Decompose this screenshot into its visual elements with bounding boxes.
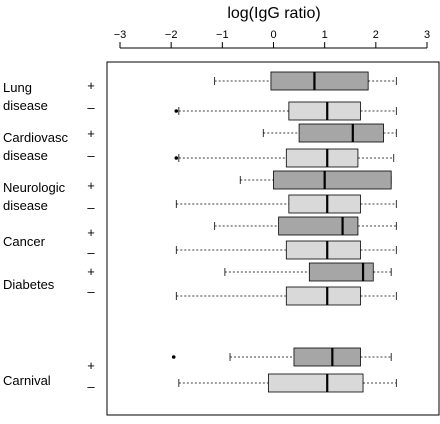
x-tick-label: 2 bbox=[373, 29, 379, 41]
row-sign-label: – bbox=[87, 379, 95, 394]
outlier-point bbox=[174, 109, 179, 113]
row-sign-label: + bbox=[87, 225, 95, 240]
box bbox=[267, 373, 364, 393]
row-sign-label: – bbox=[87, 200, 95, 215]
group-label: Neurologic bbox=[3, 180, 66, 195]
box bbox=[278, 216, 359, 236]
box bbox=[308, 262, 374, 282]
row-sign-label: – bbox=[87, 100, 95, 115]
row-sign-label: + bbox=[87, 264, 95, 279]
box bbox=[285, 286, 361, 306]
boxes bbox=[171, 71, 397, 393]
row-sign-label: + bbox=[87, 358, 95, 373]
box bbox=[270, 71, 369, 91]
row-sign-label: – bbox=[87, 284, 95, 299]
box bbox=[298, 123, 384, 143]
group-label: disease bbox=[3, 148, 48, 163]
group-label: Diabetes bbox=[3, 277, 55, 292]
box bbox=[285, 148, 359, 168]
row-sign-label: + bbox=[87, 178, 95, 193]
box bbox=[273, 170, 392, 190]
box bbox=[285, 240, 361, 260]
group-label: Cardiovasc bbox=[3, 130, 69, 145]
x-tick-label: −2 bbox=[165, 29, 178, 41]
group-label: disease bbox=[3, 98, 48, 113]
x-tick-label: −1 bbox=[216, 29, 229, 41]
box bbox=[288, 101, 361, 121]
group-label: Carnival bbox=[3, 373, 51, 388]
row-sign-label: – bbox=[87, 245, 95, 260]
x-tick-label: 0 bbox=[270, 29, 276, 41]
x-tick-label: 1 bbox=[322, 29, 328, 41]
outlier-point bbox=[171, 355, 176, 359]
row-sign-label: + bbox=[87, 126, 95, 141]
x-tick-label: −3 bbox=[114, 29, 127, 41]
x-axis: −3 −2 −1 0 1 2 3 bbox=[114, 29, 430, 49]
group-label: Lung bbox=[3, 80, 32, 95]
row-sign-label: + bbox=[87, 78, 95, 93]
group-labels: + – Lung disease + – Cardiovasc disease + – Neurol… bbox=[3, 78, 95, 394]
group-label: Cancer bbox=[3, 234, 46, 249]
row-sign-label: – bbox=[87, 148, 95, 163]
outlier-point bbox=[174, 156, 179, 160]
group-label: disease bbox=[3, 198, 48, 213]
x-axis-title: log(IgG ratio) bbox=[227, 5, 320, 22]
plot-frame bbox=[106, 61, 440, 416]
box bbox=[293, 347, 361, 367]
box bbox=[288, 194, 361, 214]
x-tick-label: 3 bbox=[424, 29, 430, 41]
